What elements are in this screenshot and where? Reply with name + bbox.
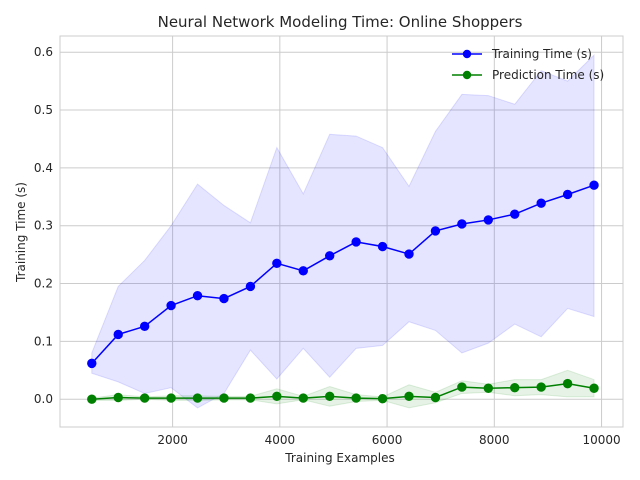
y-tick-label: 0.5 <box>34 103 53 117</box>
legend-marker <box>462 49 472 59</box>
plot-area <box>59 35 624 428</box>
grid <box>60 36 623 427</box>
data-point <box>87 394 97 404</box>
plot-frame <box>59 35 624 428</box>
data-point <box>536 382 546 392</box>
data-point <box>245 281 256 292</box>
x-axis-label: Training Examples <box>284 451 394 465</box>
data-point <box>510 209 520 219</box>
y-tick-label: 0.4 <box>34 161 53 175</box>
data-point <box>272 258 282 269</box>
data-point <box>589 383 599 393</box>
data-point <box>377 393 388 404</box>
data-point <box>351 237 361 247</box>
y-tick-label: 0.0 <box>34 392 53 406</box>
data-point <box>430 226 441 236</box>
data-point <box>536 198 546 208</box>
data-point <box>139 321 150 332</box>
data-point <box>192 291 203 301</box>
data-point <box>166 393 176 403</box>
y-tick-labels: 0.0 0.1 0.2 0.3 0.4 0.5 0.6 <box>34 45 53 406</box>
data-point <box>562 378 573 389</box>
data-point <box>589 180 599 190</box>
data-point <box>510 382 520 393</box>
y-tick-label: 0.2 <box>34 277 53 291</box>
y-tick-label: 0.1 <box>34 334 53 348</box>
legend-label: Prediction Time (s) <box>492 68 604 82</box>
data-point <box>377 241 388 252</box>
data-point <box>404 391 414 402</box>
data-point <box>87 358 97 369</box>
x-tick-label: 10000 <box>582 433 620 447</box>
confidence-band-0 <box>91 53 595 409</box>
data-point <box>457 219 467 229</box>
data-point <box>325 391 335 402</box>
data-point <box>192 393 203 403</box>
data-point <box>430 392 441 403</box>
y-tick-label: 0.3 <box>34 219 53 233</box>
data-point <box>562 189 573 200</box>
x-tick-label: 4000 <box>265 433 296 447</box>
legend: Training Time (s) Prediction Time (s) <box>452 47 604 82</box>
plot-background <box>60 36 623 427</box>
x-tick-label: 6000 <box>372 433 403 447</box>
data-point <box>113 392 123 403</box>
data-point <box>139 393 150 403</box>
data-point <box>219 293 229 304</box>
legend-label: Training Time (s) <box>491 47 592 61</box>
data-point <box>113 329 123 340</box>
data-point <box>298 266 308 276</box>
data-point <box>272 391 282 402</box>
data-point <box>298 393 308 403</box>
data-point <box>483 215 494 225</box>
x-tick-labels: 2000 4000 6000 8000 10000 <box>157 433 620 447</box>
data-point <box>483 383 494 393</box>
data-point <box>219 393 229 403</box>
y-tick-label: 0.6 <box>34 45 53 59</box>
data-point <box>245 393 256 403</box>
legend-marker <box>462 70 472 80</box>
data-point <box>166 300 176 311</box>
series-points <box>87 180 599 404</box>
x-tick-label: 8000 <box>479 433 510 447</box>
data-point <box>351 393 361 403</box>
x-tick-label: 2000 <box>157 433 188 447</box>
data-point <box>325 251 335 261</box>
y-axis-label: Training Time (s) <box>14 182 28 283</box>
chart-title: Neural Network Modeling Time: Online Sho… <box>158 13 523 31</box>
data-point <box>404 249 414 259</box>
data-point <box>457 382 467 392</box>
